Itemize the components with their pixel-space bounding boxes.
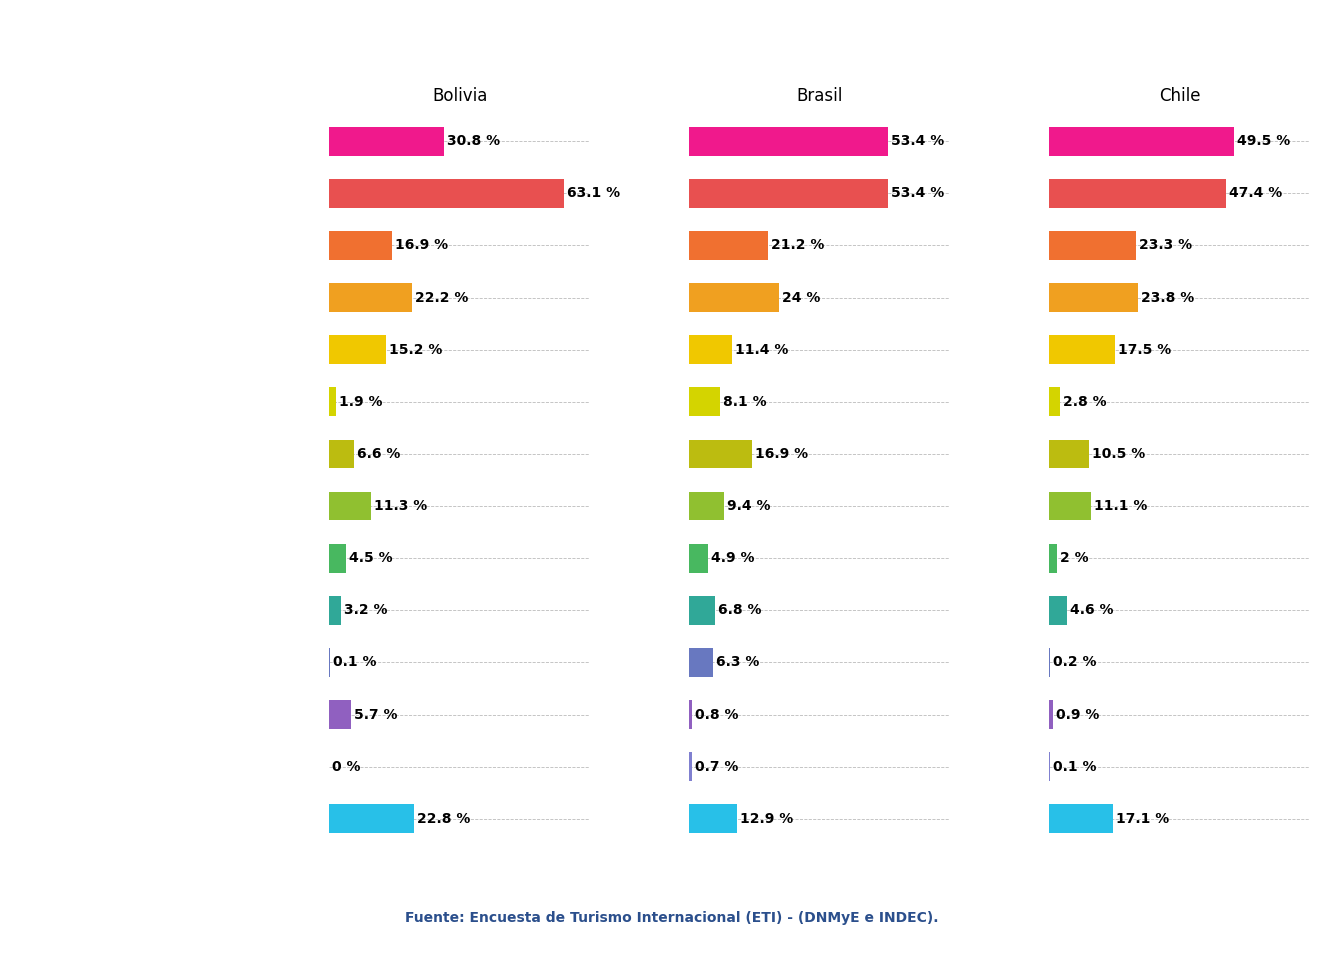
Bar (1050, 804, 1113, 833)
Text: 23.8 %: 23.8 % (1141, 291, 1195, 304)
Bar (329, 440, 353, 468)
Text: 0.7 %: 0.7 % (695, 759, 738, 774)
Text: 22.2 %: 22.2 % (415, 291, 469, 304)
Bar (689, 753, 692, 781)
Text: 30.8 %: 30.8 % (448, 134, 500, 148)
Text: 0.1 %: 0.1 % (1052, 759, 1097, 774)
Bar (1050, 700, 1052, 729)
Text: 9.4 %: 9.4 % (727, 499, 771, 513)
Bar (329, 492, 371, 520)
Title: Brasil: Brasil (797, 87, 843, 106)
Text: 8.1 %: 8.1 % (723, 395, 766, 409)
Bar (1050, 492, 1091, 520)
Text: 6.8 %: 6.8 % (718, 603, 761, 617)
Text: 47.4 %: 47.4 % (1230, 186, 1282, 201)
Text: 17.1 %: 17.1 % (1116, 812, 1169, 826)
Bar (689, 440, 753, 468)
Bar (1050, 596, 1067, 625)
Bar (689, 492, 724, 520)
Text: 0.9 %: 0.9 % (1056, 708, 1099, 722)
Bar (1050, 335, 1114, 364)
Text: 1.9 %: 1.9 % (339, 395, 383, 409)
Title: Chile: Chile (1159, 87, 1200, 106)
Text: 2.8 %: 2.8 % (1063, 395, 1106, 409)
Text: 23.3 %: 23.3 % (1140, 238, 1192, 252)
Text: 10.5 %: 10.5 % (1091, 447, 1145, 461)
Text: 5.7 %: 5.7 % (353, 708, 396, 722)
Text: 11.1 %: 11.1 % (1094, 499, 1148, 513)
Text: 0.2 %: 0.2 % (1054, 656, 1097, 669)
Bar (689, 283, 778, 312)
Text: 4.9 %: 4.9 % (711, 551, 754, 565)
Bar (1050, 127, 1234, 156)
Text: 0 %: 0 % (332, 759, 360, 774)
Text: 11.4 %: 11.4 % (735, 343, 788, 357)
Text: 16.9 %: 16.9 % (755, 447, 809, 461)
Text: 0.1 %: 0.1 % (332, 656, 376, 669)
Text: Fuente: Encuesta de Turismo Internacional (ETI) - (DNMyE e INDEC).: Fuente: Encuesta de Turismo Internaciona… (406, 911, 938, 924)
Text: 21.2 %: 21.2 % (771, 238, 825, 252)
Text: 6.6 %: 6.6 % (358, 447, 401, 461)
Bar (689, 804, 738, 833)
Bar (329, 180, 564, 207)
Bar (1050, 231, 1136, 260)
Bar (689, 388, 719, 417)
Text: 53.4 %: 53.4 % (891, 134, 945, 148)
Bar (1050, 440, 1089, 468)
Bar (689, 180, 888, 207)
Bar (329, 700, 351, 729)
Bar (1050, 388, 1060, 417)
Bar (689, 127, 888, 156)
Text: 24 %: 24 % (782, 291, 820, 304)
Text: 63.1 %: 63.1 % (567, 186, 621, 201)
Text: 17.5 %: 17.5 % (1118, 343, 1171, 357)
Text: 15.2 %: 15.2 % (388, 343, 442, 357)
Bar (1050, 180, 1226, 207)
Text: 22.8 %: 22.8 % (417, 812, 470, 826)
Bar (1050, 283, 1138, 312)
Bar (329, 388, 336, 417)
Text: 2 %: 2 % (1060, 551, 1089, 565)
Bar (329, 231, 392, 260)
Bar (689, 544, 708, 572)
Bar (329, 335, 386, 364)
Text: 53.4 %: 53.4 % (891, 186, 945, 201)
Bar (329, 596, 341, 625)
Bar (689, 700, 692, 729)
Text: 49.5 %: 49.5 % (1236, 134, 1290, 148)
Text: 0.8 %: 0.8 % (695, 708, 739, 722)
Text: 4.5 %: 4.5 % (349, 551, 392, 565)
Bar (329, 127, 444, 156)
Bar (689, 335, 732, 364)
Bar (689, 596, 715, 625)
Text: 11.3 %: 11.3 % (375, 499, 427, 513)
Text: 4.6 %: 4.6 % (1070, 603, 1113, 617)
Bar (689, 648, 712, 677)
Bar (689, 231, 769, 260)
Title: Bolivia: Bolivia (431, 87, 488, 106)
Bar (329, 804, 414, 833)
Text: 6.3 %: 6.3 % (716, 656, 759, 669)
Text: 16.9 %: 16.9 % (395, 238, 449, 252)
Bar (329, 283, 413, 312)
Bar (1050, 544, 1056, 572)
Bar (329, 544, 345, 572)
Text: 12.9 %: 12.9 % (741, 812, 794, 826)
Text: 3.2 %: 3.2 % (344, 603, 387, 617)
